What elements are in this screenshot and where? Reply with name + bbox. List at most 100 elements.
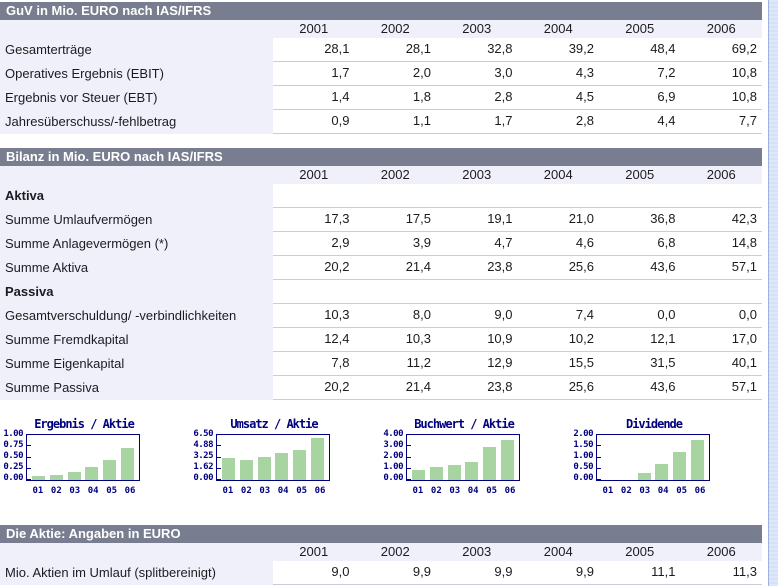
y-axis-tick-label: 1.62 xyxy=(193,462,213,472)
row-values: 1,4 1,8 2,8 4,5 6,9 10,8 xyxy=(273,86,762,110)
row-values: 12,4 10,3 10,9 10,2 12,1 17,0 xyxy=(273,328,762,352)
year-column-header: 2002 xyxy=(380,544,410,559)
row-label: Mio. Aktien im Umlauf (splitbereinigt) xyxy=(0,561,273,585)
year-column-header: 2001 xyxy=(299,544,329,559)
x-axis-tick-label: 06 xyxy=(124,486,136,496)
row-label: Gesamtverschuldung/ -verbindlichkeiten xyxy=(0,304,273,328)
value-cell: 9,9 xyxy=(575,564,594,579)
row-label: Summe Umlaufvermögen xyxy=(0,208,273,232)
value-cell: 23,8 xyxy=(487,379,513,394)
chart-plot-area xyxy=(596,434,710,481)
scrollbar-track[interactable] xyxy=(768,0,778,586)
value-cell: 40,1 xyxy=(731,355,757,370)
x-axis-tick-label: 02 xyxy=(50,486,62,496)
chart-title: Dividende xyxy=(625,417,683,431)
chart-title: Buchwert / Aktie xyxy=(414,417,515,431)
value-cell xyxy=(599,184,681,207)
value-cell: 6,9 xyxy=(657,89,676,104)
value-cell: 4,6 xyxy=(575,235,594,250)
axis-tick-mark xyxy=(27,467,31,469)
x-axis-tick-label: 03 xyxy=(449,486,461,496)
chart-body: 2.00 1.50 1.00 0.50 0.00 xyxy=(570,430,760,483)
chart-bar xyxy=(85,467,99,480)
value-cell: 1,7 xyxy=(331,65,350,80)
y-axis-tick-label: 3.00 xyxy=(383,440,403,450)
y-axis-tick-label: 0.00 xyxy=(3,473,23,483)
row-values: 0,9 1,1 1,7 2,8 4,4 7,7 xyxy=(273,110,762,134)
y-axis-tick-label: 2.00 xyxy=(573,429,593,439)
y-axis-tick-label: 1.00 xyxy=(383,462,403,472)
value-cell: 10,8 xyxy=(731,89,757,104)
year-row-spacer xyxy=(0,20,273,38)
table-row: Summe Eigenkapital 7,8 11,2 12,9 15,5 31,5 40… xyxy=(0,352,762,376)
chart-y-axis: 1.00 0.75 0.50 0.25 0.00 xyxy=(0,430,26,483)
axis-tick-mark xyxy=(597,467,601,469)
value-cell: 43,6 xyxy=(650,259,676,274)
year-column-header: 2005 xyxy=(625,544,655,559)
value-cell: 15,5 xyxy=(568,355,594,370)
y-axis-tick-label: 2.00 xyxy=(383,451,403,461)
y-axis-tick-label: 0.75 xyxy=(3,440,23,450)
value-cell: 10,2 xyxy=(568,331,594,346)
value-cell: 42,3 xyxy=(731,211,757,226)
x-axis-tick-label: 01 xyxy=(602,486,614,496)
y-axis-tick-label: 0.00 xyxy=(193,473,213,483)
value-cell: 12,1 xyxy=(650,331,676,346)
value-cell: 10,3 xyxy=(405,331,431,346)
value-cell xyxy=(273,184,355,207)
chart-plot-area xyxy=(406,434,520,481)
section-aktie: Die Aktie: Angaben in EURO 2001 2002 2003 2… xyxy=(0,525,762,585)
section-header-aktie: Die Aktie: Angaben in EURO xyxy=(0,525,762,543)
value-cell: 69,2 xyxy=(731,41,757,56)
value-cell: 17,0 xyxy=(731,331,757,346)
section-header-guv: GuV in Mio. EURO nach IAS/IFRS xyxy=(0,2,762,20)
window-edge-gap xyxy=(762,0,768,586)
value-cell: 17,3 xyxy=(324,211,350,226)
value-cell: 7,8 xyxy=(331,355,350,370)
axis-tick-mark xyxy=(597,479,601,480)
row-label: Summe Aktiva xyxy=(0,256,273,280)
chart-bar xyxy=(691,440,705,480)
bar-chart: Ergebnis / Aktie 1.00 0.75 0.50 0.25 0.00 01… xyxy=(0,417,190,496)
x-axis-tick-label: 01 xyxy=(412,486,424,496)
table-bilanz: Aktiva Summe Umlaufvermögen 17,3 17,5 19,1… xyxy=(0,184,762,400)
row-label: Ergebnis vor Steuer (EBT) xyxy=(0,86,273,110)
value-cell xyxy=(518,184,600,207)
table-row: Summe Fremdkapital 12,4 10,3 10,9 10,2 12,1 1… xyxy=(0,328,762,352)
value-cell: 9,0 xyxy=(494,307,513,322)
x-axis-tick-label: 03 xyxy=(639,486,651,496)
value-cell: 3,0 xyxy=(494,65,513,80)
chart-bar xyxy=(103,460,117,480)
value-cell: 9,9 xyxy=(494,564,513,579)
chart-bar xyxy=(275,452,289,480)
chart-plot-area xyxy=(216,434,330,481)
y-axis-tick-label: 0.50 xyxy=(3,451,23,461)
year-column-header: 2006 xyxy=(706,21,736,36)
axis-tick-mark xyxy=(27,445,31,447)
year-header-row-aktie: 2001 2002 2003 2004 2005 2006 xyxy=(0,543,762,561)
value-cell: 21,4 xyxy=(405,379,431,394)
value-cell xyxy=(599,280,681,303)
value-cell: 57,1 xyxy=(731,259,757,274)
y-axis-tick-label: 0.50 xyxy=(573,462,593,472)
year-column-header: 2003 xyxy=(462,21,492,36)
year-row-spacer xyxy=(0,543,273,561)
table-row: Gesamterträge 28,1 28,1 32,8 39,2 48,4 69,2 xyxy=(0,38,762,62)
x-axis-tick-label: 02 xyxy=(430,486,442,496)
x-axis-tick-label: 04 xyxy=(277,486,289,496)
table-aktie: Mio. Aktien im Umlauf (splitbereinigt) 9… xyxy=(0,561,762,585)
year-column-header: 2004 xyxy=(543,167,573,182)
row-values: 20,2 21,4 23,8 25,6 43,6 57,1 xyxy=(273,256,762,280)
axis-tick-mark xyxy=(217,467,221,469)
axis-tick-mark xyxy=(597,445,601,447)
value-cell: 8,0 xyxy=(412,307,431,322)
value-cell: 1,8 xyxy=(412,89,431,104)
axis-tick-mark xyxy=(407,467,411,469)
value-cell: 32,8 xyxy=(487,41,513,56)
bar-chart: Umsatz / Aktie 6.50 4.88 3.25 1.62 0.00 01 02… xyxy=(190,417,380,496)
year-column-header: 2004 xyxy=(543,21,573,36)
row-label: Passiva xyxy=(0,280,273,304)
x-axis-tick-label: 01 xyxy=(222,486,234,496)
x-axis-tick-label: 06 xyxy=(504,486,516,496)
y-axis-tick-label: 3.25 xyxy=(193,451,213,461)
